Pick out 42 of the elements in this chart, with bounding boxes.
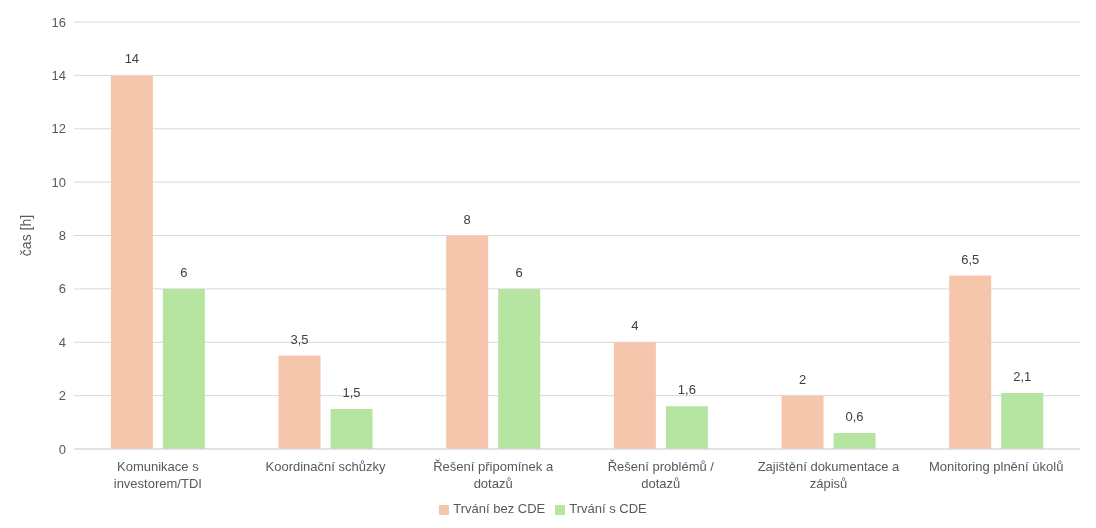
y-tick-label: 10 <box>51 174 66 190</box>
y-tick-label: 4 <box>58 334 66 350</box>
y-tick-label: 8 <box>58 228 66 244</box>
x-tick-label: Řešení problémů / dotazů <box>607 459 715 491</box>
x-tick-label: Řešení připomínek a dotazů <box>433 459 554 491</box>
data-label: 8 <box>463 211 471 227</box>
x-tick-label: Koordinační schůzky <box>265 459 386 474</box>
bar <box>110 75 153 449</box>
y-tick-label: 12 <box>51 121 66 137</box>
data-label: 1,6 <box>677 382 696 398</box>
bar <box>330 408 373 449</box>
data-label: 2,1 <box>1013 368 1032 384</box>
y-tick-label: 0 <box>58 441 66 457</box>
x-tick-label: Monitoring plnění úkolů <box>928 459 1064 474</box>
data-label: 6 <box>515 264 523 280</box>
data-label: 6,5 <box>961 251 980 267</box>
bar <box>665 406 708 449</box>
bar <box>446 235 489 449</box>
data-label: 6 <box>180 264 188 280</box>
data-label: 4 <box>631 318 639 334</box>
bar <box>613 342 656 449</box>
data-label: 2 <box>798 371 807 387</box>
bar <box>949 275 992 449</box>
x-tick-label: Zajištění dokumentace a zápisů <box>757 459 901 491</box>
bar <box>498 288 541 449</box>
data-label: 1,5 <box>342 384 361 400</box>
y-tick-label: 16 <box>51 14 66 30</box>
bar <box>162 288 205 449</box>
legend-label: Trvání s CDE <box>569 501 647 516</box>
bar <box>781 395 824 449</box>
y-tick-label: 14 <box>51 67 66 83</box>
bar <box>278 355 321 449</box>
x-tick-label: Komunikace s investorem/TDI <box>113 459 202 491</box>
bar <box>1001 392 1044 449</box>
legend-label: Trvání bez CDE <box>453 501 546 516</box>
y-axis-title: čas [h] <box>17 214 34 257</box>
bar <box>833 432 876 449</box>
data-label: 14 <box>124 51 140 67</box>
data-label: 3,5 <box>290 331 309 347</box>
data-label: 0,6 <box>845 408 864 424</box>
y-tick-label: 6 <box>58 281 66 297</box>
y-tick-label: 2 <box>58 388 66 404</box>
